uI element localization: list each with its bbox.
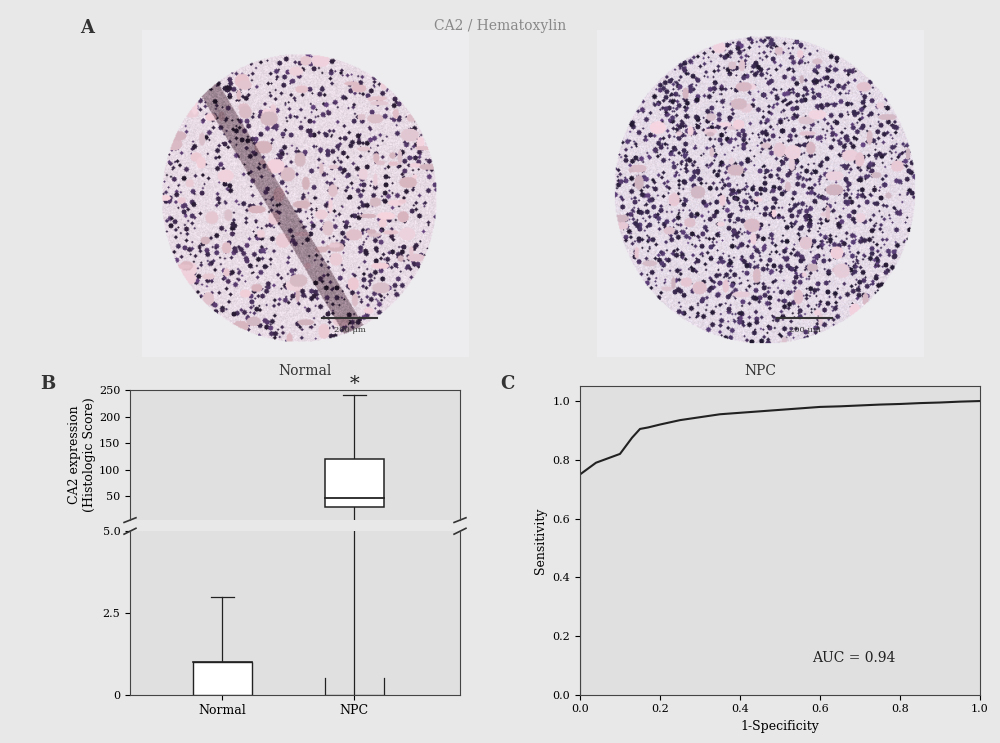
- Text: CA2 / Hematoxylin: CA2 / Hematoxylin: [434, 19, 566, 33]
- Y-axis label: CA2 expression
(Histologic Score): CA2 expression (Histologic Score): [68, 398, 96, 513]
- X-axis label: Normal: Normal: [278, 363, 332, 377]
- X-axis label: NPC: NPC: [744, 363, 776, 377]
- Text: C: C: [500, 375, 514, 393]
- Y-axis label: Sensitivity: Sensitivity: [534, 507, 547, 574]
- Text: AUC = 0.94: AUC = 0.94: [812, 651, 895, 665]
- Bar: [325, 459, 384, 507]
- Text: *: *: [350, 374, 359, 393]
- Text: B: B: [40, 375, 55, 393]
- Text: 200 μm: 200 μm: [789, 326, 820, 334]
- Bar: [193, 662, 252, 695]
- Text: 200 μm: 200 μm: [334, 326, 365, 334]
- X-axis label: 1-Specificity: 1-Specificity: [741, 720, 819, 733]
- Text: A: A: [80, 19, 94, 36]
